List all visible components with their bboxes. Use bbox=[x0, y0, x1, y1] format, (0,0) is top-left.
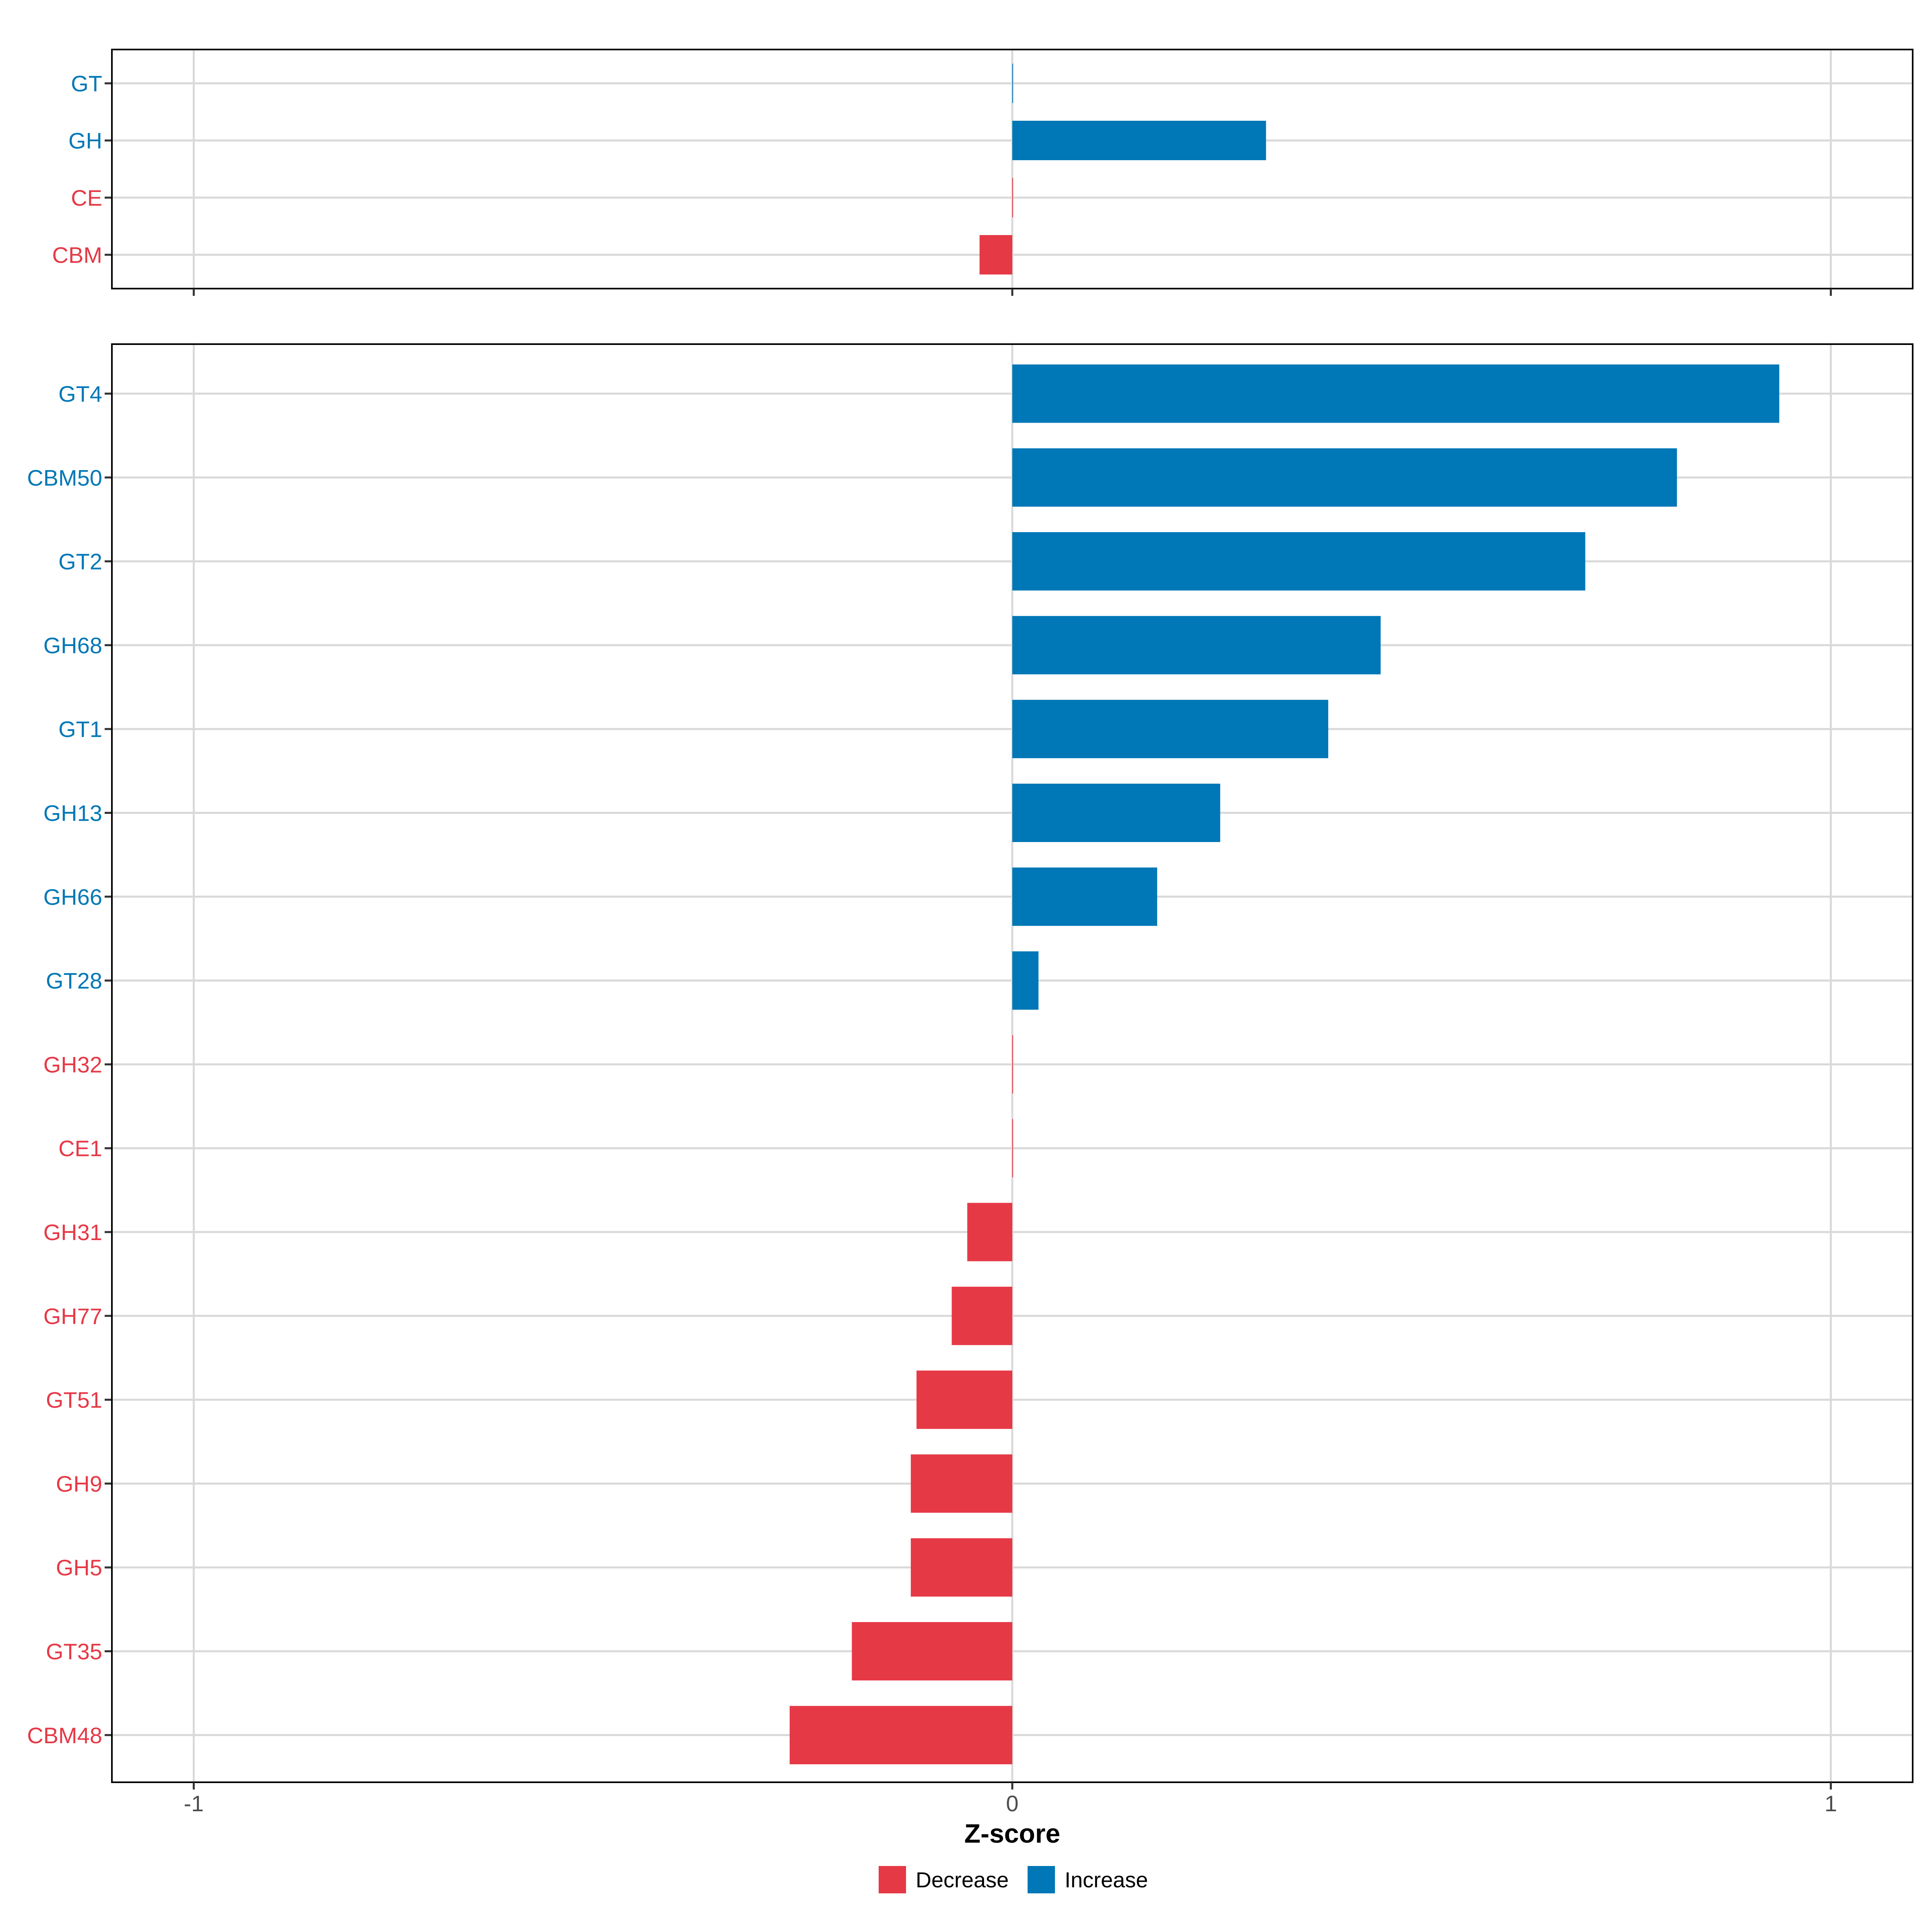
category-label: GT28 bbox=[46, 968, 102, 993]
category-label: GH66 bbox=[43, 884, 102, 910]
bar-gh66 bbox=[1012, 867, 1157, 926]
bar-cbm50 bbox=[1012, 448, 1677, 507]
bar-gt35 bbox=[852, 1622, 1012, 1680]
bar-cbm bbox=[979, 235, 1012, 275]
bar-gt28 bbox=[1012, 951, 1039, 1010]
x-axis-title: Z-score bbox=[964, 1818, 1060, 1848]
bar-gh68 bbox=[1012, 616, 1381, 675]
category-label: GH bbox=[68, 128, 102, 153]
category-label: GH31 bbox=[43, 1220, 102, 1245]
x-tick-label: -1 bbox=[184, 1791, 204, 1816]
bar-gh32 bbox=[1012, 1035, 1013, 1094]
x-axis: -1 0 1 bbox=[184, 1791, 1837, 1816]
category-label: CBM50 bbox=[27, 465, 102, 490]
bottom-panel: GT4 CBM50 GT2 GH68 GT1 GH13 GH66 GT28 GH32 CE1 GH3… bbox=[27, 343, 1913, 1790]
category-label: GH68 bbox=[43, 633, 102, 658]
category-label: GH77 bbox=[43, 1303, 102, 1329]
bar-gh31 bbox=[967, 1203, 1012, 1261]
category-label: GH32 bbox=[43, 1052, 102, 1077]
category-label: GT4 bbox=[58, 381, 102, 407]
legend: Decrease Increase bbox=[879, 1866, 1148, 1893]
category-label: GT35 bbox=[46, 1639, 102, 1664]
bar-gh77 bbox=[952, 1286, 1012, 1345]
bar-cbm48 bbox=[789, 1706, 1012, 1765]
category-label: GT1 bbox=[58, 716, 102, 742]
top-panel: GT GH CE CBM bbox=[52, 49, 1913, 296]
x-tick-label: 1 bbox=[1825, 1791, 1837, 1816]
category-label: CE1 bbox=[58, 1136, 102, 1161]
legend-swatch-decrease bbox=[879, 1866, 906, 1893]
bar-gh9 bbox=[910, 1454, 1012, 1513]
legend-label-increase: Increase bbox=[1065, 1868, 1148, 1892]
bar-gh13 bbox=[1012, 784, 1220, 842]
bar-ce1 bbox=[1012, 1119, 1013, 1178]
x-tick-label: 0 bbox=[1006, 1791, 1018, 1816]
bar-gh5 bbox=[910, 1538, 1012, 1597]
category-label: CE bbox=[71, 185, 102, 211]
bar-gt51 bbox=[916, 1371, 1012, 1429]
category-label: CBM bbox=[52, 242, 102, 268]
category-label: GH9 bbox=[56, 1471, 102, 1496]
legend-label-decrease: Decrease bbox=[916, 1868, 1009, 1892]
category-label: CBM48 bbox=[27, 1723, 102, 1748]
legend-swatch-increase bbox=[1028, 1866, 1055, 1893]
bar-ce bbox=[1012, 178, 1013, 217]
bar-gt bbox=[1012, 64, 1013, 103]
bar-gt4 bbox=[1012, 364, 1779, 423]
category-label: GT2 bbox=[58, 549, 102, 574]
category-label: GT51 bbox=[46, 1387, 102, 1413]
category-label: GH5 bbox=[56, 1555, 102, 1580]
category-label: GT bbox=[71, 71, 102, 96]
bar-gt1 bbox=[1012, 700, 1328, 758]
category-label: GH13 bbox=[43, 801, 102, 826]
bar-gh bbox=[1012, 121, 1266, 160]
bar-gt2 bbox=[1012, 532, 1585, 591]
